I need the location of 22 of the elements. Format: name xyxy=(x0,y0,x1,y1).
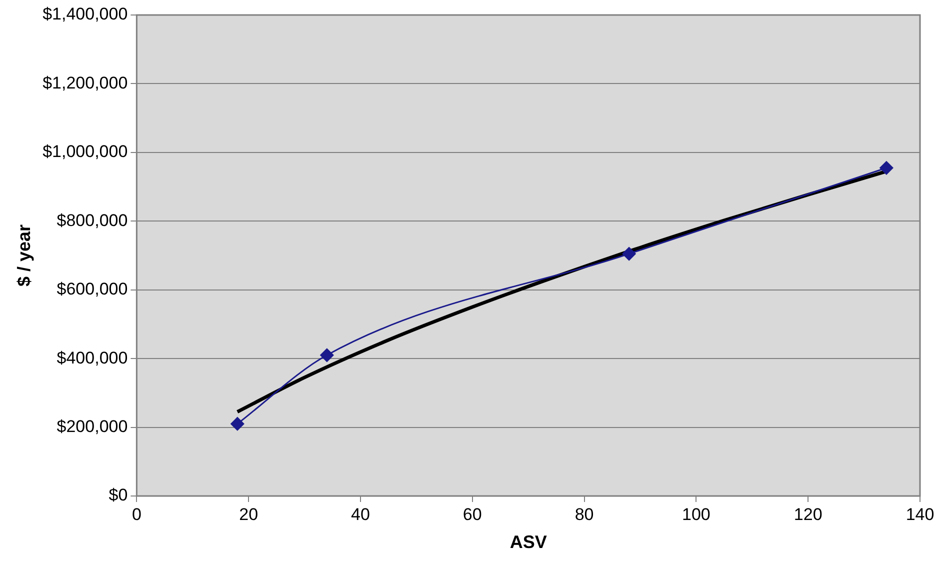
point xyxy=(320,348,334,362)
x-tick-label: 100 xyxy=(682,504,710,524)
x-tick-label: 40 xyxy=(351,504,370,524)
x-tick-label: 80 xyxy=(574,504,594,524)
point xyxy=(230,417,244,431)
x-tick-label: 120 xyxy=(794,504,822,524)
point xyxy=(880,161,894,175)
y-tick-label: $600,000 xyxy=(56,280,128,299)
x-axis-title: ASV xyxy=(510,532,547,552)
x-tick-label: 140 xyxy=(906,504,934,524)
x-tick-label: 20 xyxy=(239,504,258,524)
y-tick-label: $1,000,000 xyxy=(42,142,128,162)
y-axis-title: $ / year xyxy=(14,224,34,287)
y-tick-label: $200,000 xyxy=(56,416,128,436)
point xyxy=(622,247,636,261)
y-tick-label: $800,000 xyxy=(56,210,128,230)
x-tick-label: 0 xyxy=(132,504,142,524)
y-tick-label: $400,000 xyxy=(56,348,128,368)
x-tick-label: 60 xyxy=(462,504,482,524)
y-tick-label: $1,400,000 xyxy=(42,4,128,24)
y-tick-label: $0 xyxy=(108,486,128,505)
y-tick-label: $1,200,000 xyxy=(42,73,128,92)
